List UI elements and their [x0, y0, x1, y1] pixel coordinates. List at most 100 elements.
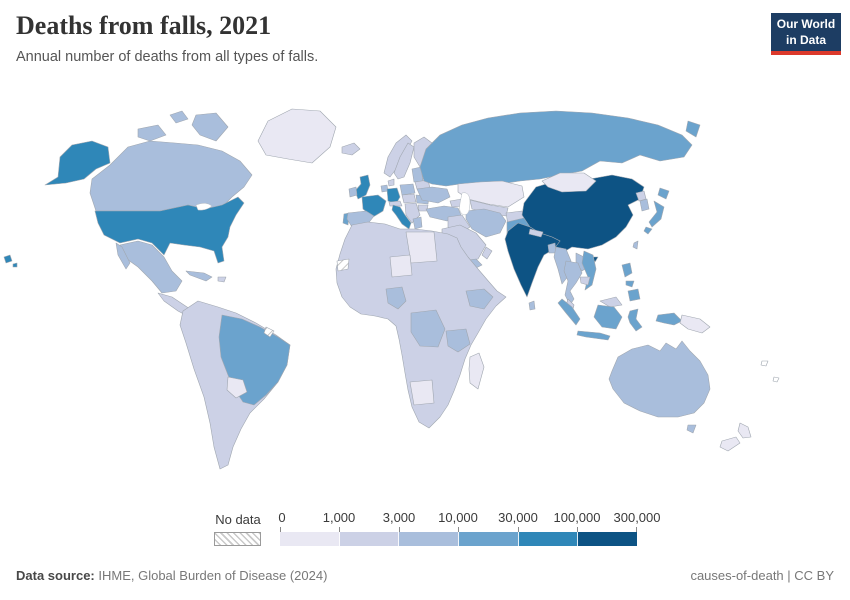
- country-united-states[interactable]: [94, 196, 245, 264]
- country-taiwan[interactable]: [632, 240, 639, 250]
- country-niger[interactable]: [389, 254, 413, 278]
- country-tasmania[interactable]: [686, 424, 697, 434]
- owid-logo[interactable]: Our World in Data: [771, 13, 841, 56]
- pacific-island[interactable]: [760, 360, 769, 367]
- country-canada-baffin-island[interactable]: [191, 112, 229, 142]
- country-namibia-botswana[interactable]: [409, 379, 435, 406]
- caspian-sea: [459, 192, 471, 216]
- legend-tick-2: [399, 527, 400, 532]
- legend-color-bar: [280, 532, 638, 546]
- country-baja-california[interactable]: [115, 242, 131, 270]
- legend-no-data-label: No data: [215, 512, 261, 527]
- legend-segment-3[interactable]: [459, 532, 519, 546]
- country-thailand[interactable]: [563, 260, 583, 306]
- data-source-text: IHME, Global Burden of Disease (2024): [94, 568, 328, 583]
- country-united-kingdom[interactable]: [354, 174, 371, 200]
- pacific-island-2[interactable]: [772, 376, 780, 383]
- legend-label-3: 10,000: [438, 510, 478, 525]
- country-tanzania[interactable]: [445, 328, 471, 353]
- legend-label-4: 30,000: [498, 510, 538, 525]
- legend-tick-5: [577, 527, 578, 532]
- country-malaysia-borneo[interactable]: [599, 296, 623, 308]
- legend-tick-6: [636, 527, 637, 532]
- country-austria-switzerland[interactable]: [388, 200, 403, 207]
- country-sri-lanka[interactable]: [528, 300, 536, 311]
- country-japan-kyushu[interactable]: [643, 226, 653, 235]
- country-new-zealand-north[interactable]: [737, 422, 752, 439]
- country-western-sahara[interactable]: [336, 258, 350, 272]
- country-philippines-visayas[interactable]: [625, 280, 635, 288]
- country-indonesia-papua[interactable]: [655, 312, 683, 326]
- data-source-label: Data source:: [16, 568, 95, 583]
- legend-no-data-swatch[interactable]: [214, 532, 261, 546]
- legend-label-1: 1,000: [322, 510, 356, 525]
- legend-segment-5[interactable]: [578, 532, 638, 546]
- country-french-guiana[interactable]: [263, 326, 275, 338]
- country-south-korea[interactable]: [639, 198, 650, 212]
- country-caribbean[interactable]: [217, 276, 227, 283]
- country-central-asia[interactable]: [469, 199, 509, 217]
- country-cambodia[interactable]: [579, 276, 591, 286]
- legend-label-5: 100,000: [553, 510, 601, 525]
- legend-segment-1[interactable]: [339, 532, 400, 546]
- legend-tick-3: [458, 527, 459, 532]
- great-lakes: [195, 203, 213, 211]
- country-denmark[interactable]: [387, 178, 395, 187]
- country-sweden[interactable]: [393, 142, 415, 180]
- country-ethiopia[interactable]: [465, 288, 494, 310]
- legend-label-6: 300,000: [613, 510, 661, 525]
- country-canada[interactable]: [89, 140, 253, 212]
- legend-tick-1: [339, 527, 340, 532]
- country-australia[interactable]: [608, 340, 711, 418]
- page-subtitle: Annual number of deaths from all types o…: [16, 49, 319, 65]
- legend-segment-2[interactable]: [399, 532, 460, 546]
- country-indonesia-java[interactable]: [576, 330, 611, 341]
- country-philippines-mindanao[interactable]: [627, 288, 641, 302]
- country-alaska[interactable]: [44, 140, 111, 186]
- owid-logo-line1: Our World: [776, 17, 836, 31]
- country-madagascar[interactable]: [468, 352, 485, 390]
- country-canada-victoria-island[interactable]: [137, 124, 167, 142]
- country-vietnam[interactable]: [581, 250, 597, 291]
- country-iran[interactable]: [465, 208, 507, 238]
- country-greenland[interactable]: [257, 108, 337, 164]
- country-japan-hokkaido[interactable]: [657, 187, 670, 200]
- legend-segment-4[interactable]: [518, 532, 579, 546]
- country-france[interactable]: [361, 194, 387, 218]
- country-hawaii[interactable]: [3, 254, 13, 264]
- legend-label-0: 0: [278, 510, 286, 525]
- country-nepal[interactable]: [528, 228, 544, 238]
- country-ireland[interactable]: [348, 186, 358, 198]
- country-greece[interactable]: [412, 216, 423, 230]
- country-norway[interactable]: [383, 134, 413, 178]
- country-papua-new-guinea[interactable]: [679, 314, 711, 334]
- country-mexico[interactable]: [119, 240, 183, 294]
- country-philippines-luzon[interactable]: [621, 262, 633, 278]
- world-choropleth-map: [3, 108, 780, 470]
- country-czechia-hungary[interactable]: [401, 193, 417, 204]
- country-hawaii-2[interactable]: [12, 262, 18, 268]
- data-source: Data source: IHME, Global Burden of Dise…: [16, 568, 327, 583]
- country-dr-congo[interactable]: [410, 309, 446, 348]
- country-oman[interactable]: [481, 246, 493, 260]
- country-japan-honshu[interactable]: [648, 200, 665, 228]
- footer-links[interactable]: causes-of-death | CC BY: [690, 568, 834, 583]
- country-cuba[interactable]: [185, 270, 213, 282]
- country-ukraine[interactable]: [416, 186, 451, 204]
- legend-tick-0: [280, 527, 281, 532]
- country-poland[interactable]: [399, 183, 416, 196]
- country-indonesia-sumatra[interactable]: [557, 298, 581, 326]
- country-bolivia[interactable]: [226, 376, 248, 399]
- country-russia-chukotka[interactable]: [685, 120, 701, 138]
- country-libya[interactable]: [405, 231, 438, 264]
- country-indonesia-sulawesi[interactable]: [627, 308, 643, 332]
- country-germany[interactable]: [386, 187, 401, 205]
- country-new-zealand-south[interactable]: [719, 436, 741, 452]
- country-iceland[interactable]: [341, 142, 361, 156]
- owid-logo-line2: in Data: [785, 32, 826, 47]
- country-nigeria[interactable]: [385, 286, 407, 310]
- country-indonesia-borneo[interactable]: [593, 304, 623, 330]
- country-canada-arctic-island[interactable]: [169, 110, 189, 124]
- legend-segment-0[interactable]: [280, 532, 340, 546]
- country-mongolia[interactable]: [541, 172, 597, 193]
